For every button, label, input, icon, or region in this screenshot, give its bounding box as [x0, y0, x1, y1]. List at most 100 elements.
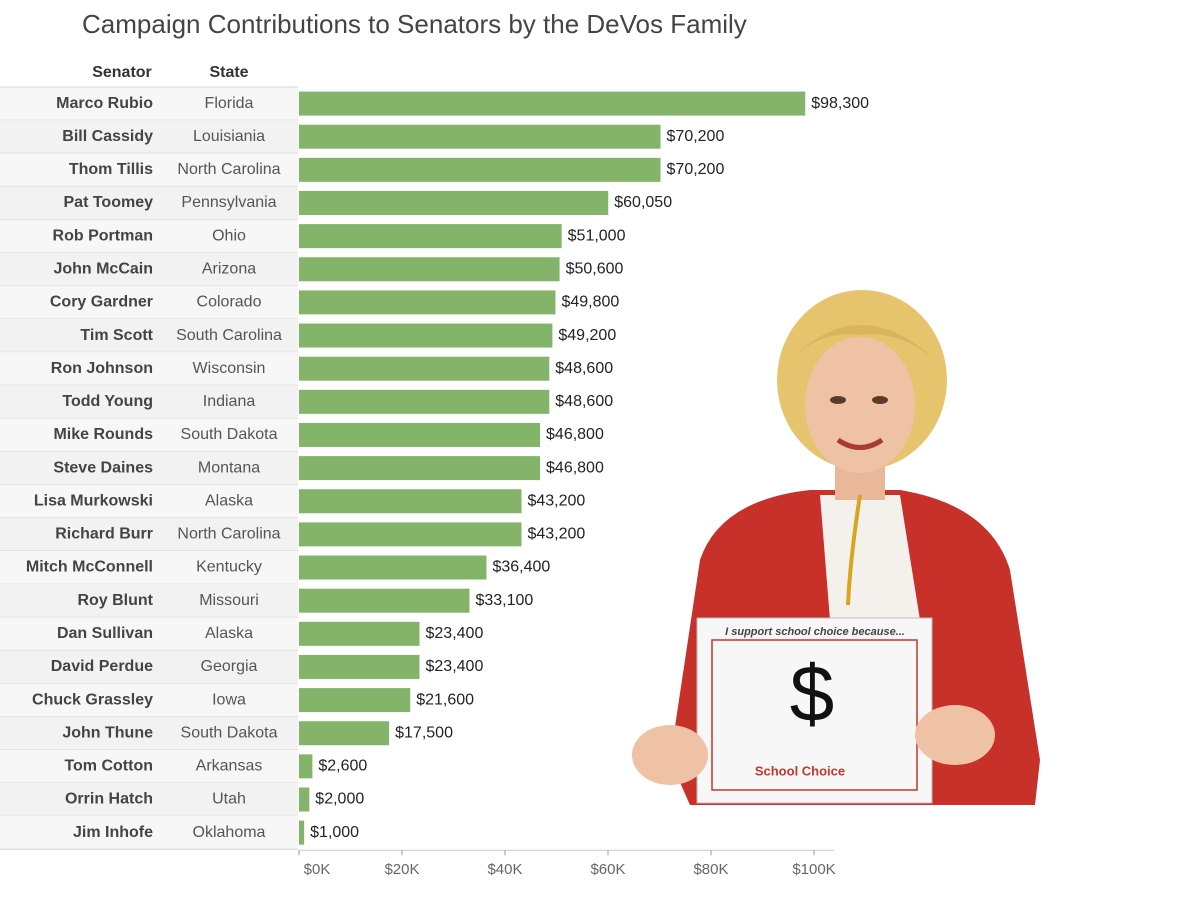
- bar: [299, 456, 541, 481]
- senator-label: Mitch McConnell: [26, 559, 153, 576]
- state-label: Alaska: [205, 492, 253, 509]
- row-band: [0, 219, 298, 253]
- row-band: [0, 285, 298, 319]
- senator-label: Bill Cassidy: [62, 128, 153, 145]
- x-tick-label: $60K: [590, 861, 625, 878]
- row-band: [0, 782, 298, 817]
- bar: [299, 422, 541, 447]
- hand: [915, 705, 995, 765]
- bar: [299, 323, 553, 348]
- x-tick-label: $80K: [693, 861, 728, 878]
- row-band: [0, 418, 298, 452]
- value-label: $2,000: [315, 791, 364, 808]
- senator-label: Rob Portman: [53, 227, 153, 244]
- row-band: [0, 584, 298, 618]
- senator-label: Ron Johnson: [51, 360, 153, 377]
- hand: [632, 725, 708, 785]
- value-label: $51,000: [568, 227, 626, 244]
- row-band: [0, 87, 298, 121]
- value-label: $60,050: [614, 194, 672, 211]
- senator-label: Jim Inhofe: [73, 824, 153, 841]
- senator-label: Pat Toomey: [64, 194, 154, 211]
- value-label: $23,400: [426, 625, 484, 642]
- state-label: Pennsylvania: [181, 194, 276, 211]
- bar: [299, 654, 420, 679]
- senator-label: Lisa Murkowski: [34, 492, 153, 509]
- bar: [299, 190, 609, 215]
- senator-label: John Thune: [62, 724, 153, 741]
- state-label: Arizona: [202, 260, 256, 277]
- row-band: [0, 550, 298, 585]
- bangs: [790, 325, 935, 360]
- state-label: South Carolina: [176, 327, 282, 344]
- column-header: State: [209, 64, 248, 81]
- state-label: Louisiania: [193, 128, 265, 145]
- senator-label: David Perdue: [51, 658, 153, 675]
- row-band: [0, 385, 298, 419]
- value-label: $43,200: [527, 526, 585, 543]
- face: [805, 337, 915, 473]
- senator-label: Mike Rounds: [53, 426, 153, 443]
- state-label: Utah: [212, 791, 246, 808]
- row-band: [0, 650, 298, 684]
- senator-label: Dan Sullivan: [57, 625, 153, 642]
- state-label: South Dakota: [181, 724, 278, 741]
- row-band: [0, 318, 298, 353]
- bar: [299, 290, 556, 315]
- senator-label: Roy Blunt: [77, 592, 153, 609]
- row-band: [0, 749, 298, 783]
- photo: I support school choice because... $ Sch…: [632, 290, 1040, 805]
- row-band: [0, 617, 298, 651]
- value-label: $46,800: [546, 426, 604, 443]
- value-label: $33,100: [475, 592, 533, 609]
- row-band: [0, 252, 298, 286]
- state-label: North Carolina: [177, 526, 280, 543]
- row-band: [0, 120, 298, 154]
- state-label: Oklahoma: [193, 824, 266, 841]
- senator-label: Marco Rubio: [56, 95, 153, 112]
- sign-logo: School Choice: [755, 763, 845, 778]
- bar: [299, 257, 560, 282]
- x-tick-label: $100K: [792, 861, 835, 878]
- state-label: North Carolina: [177, 161, 280, 178]
- value-label: $50,600: [566, 260, 624, 277]
- x-tick-label: $0K: [304, 861, 331, 878]
- value-label: $1,000: [310, 824, 359, 841]
- row-band: [0, 153, 298, 187]
- state-label: Georgia: [201, 658, 258, 675]
- value-label: $48,600: [555, 393, 613, 410]
- state-label: Arkansas: [196, 758, 263, 775]
- bar: [299, 124, 661, 149]
- bar: [299, 820, 305, 845]
- x-tick-label: $40K: [487, 861, 522, 878]
- senator-label: Steve Daines: [53, 459, 153, 476]
- state-label: Missouri: [199, 592, 259, 609]
- bar: [299, 224, 562, 249]
- value-label: $36,400: [492, 559, 550, 576]
- bar: [299, 588, 470, 613]
- eye: [872, 396, 888, 404]
- value-label: $43,200: [527, 492, 585, 509]
- row-band: [0, 816, 298, 850]
- row-band: [0, 683, 298, 717]
- value-label: $98,300: [811, 95, 869, 112]
- value-label: $70,200: [667, 161, 725, 178]
- bar: [299, 555, 487, 580]
- sign: [696, 617, 933, 804]
- sign-border: [711, 639, 918, 791]
- row-band: [0, 716, 298, 750]
- value-label: $46,800: [546, 459, 604, 476]
- sign-text: I support school choice because...: [725, 626, 905, 638]
- row-band: [0, 186, 298, 220]
- senator-label: Cory Gardner: [50, 294, 153, 311]
- senator-label: John McCain: [53, 260, 153, 277]
- bar: [299, 754, 313, 779]
- state-label: Kentucky: [196, 559, 262, 576]
- state-label: Iowa: [212, 691, 246, 708]
- rows: Marco Rubio Florida $98,300 Bill Cassidy Lou…: [0, 86, 869, 850]
- smile: [836, 437, 884, 450]
- sign-dollar: $: [790, 649, 835, 738]
- senator-label: Todd Young: [62, 393, 153, 410]
- bar: [299, 389, 550, 414]
